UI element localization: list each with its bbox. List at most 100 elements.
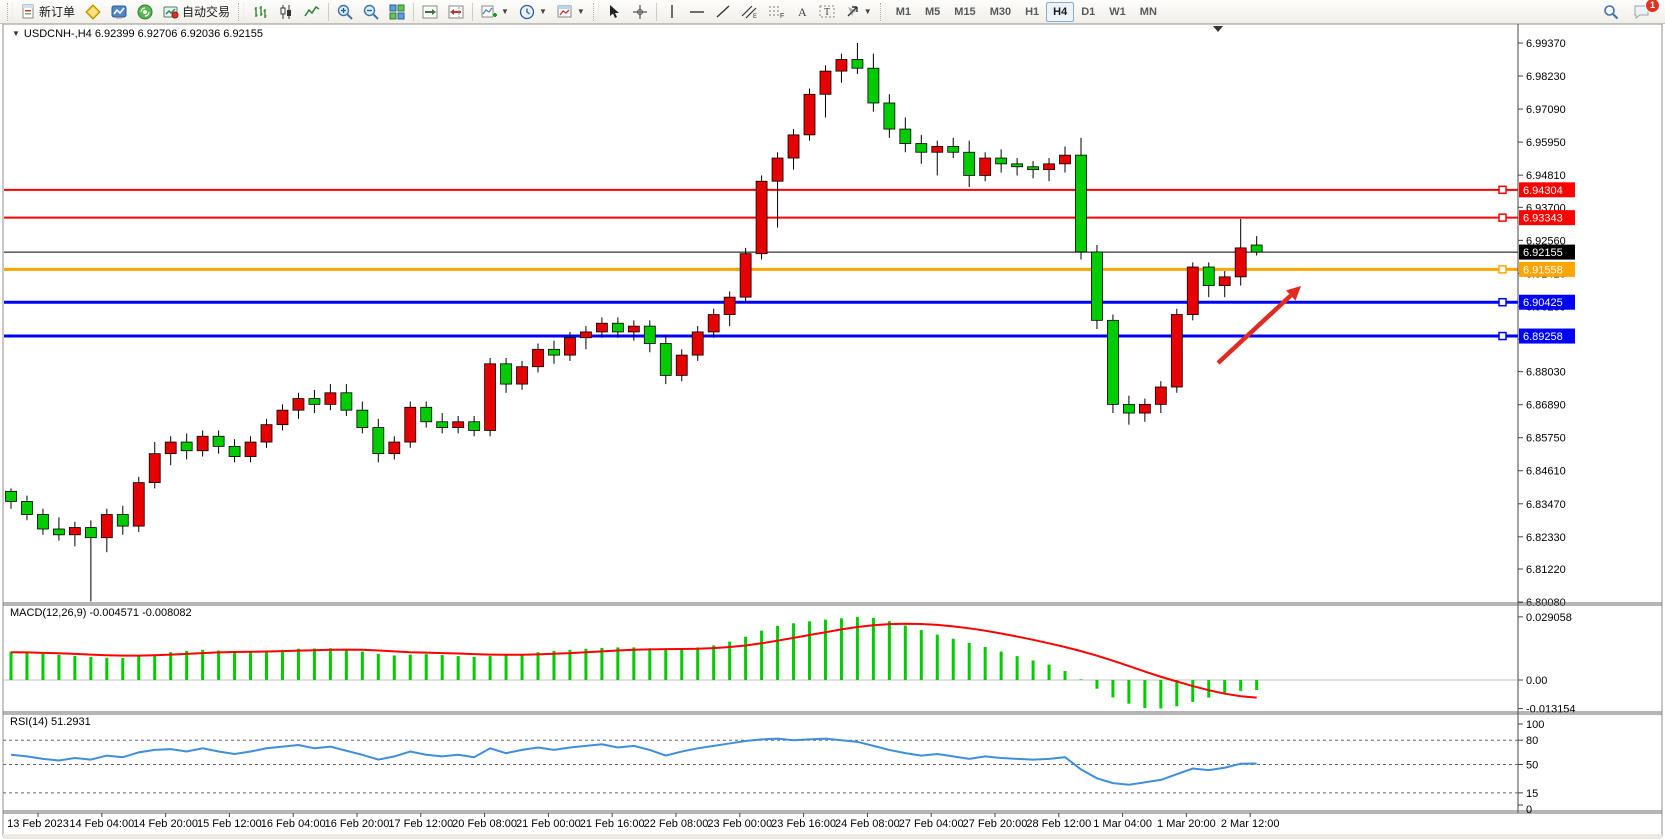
autotrading-button[interactable]: 自动交易 [158, 2, 235, 22]
bearish-candle [228, 446, 241, 457]
tab-timeframe-m15[interactable]: M15 [954, 5, 976, 18]
channel-tool-button[interactable]: E [736, 2, 763, 22]
auto-scroll-button[interactable] [417, 2, 443, 22]
tab-timeframe-m30[interactable]: M30 [989, 5, 1012, 18]
bearish-candle [37, 514, 49, 530]
line-price-badge: 6.93343 [1519, 210, 1575, 226]
tab-timeframe-d1[interactable]: D1 [1081, 5, 1096, 18]
bearish-candle [548, 348, 560, 356]
crosshair-tool-button[interactable] [627, 2, 653, 22]
vertical-line-tool-button[interactable] [660, 2, 684, 22]
arrow-annotation[interactable] [1216, 286, 1301, 365]
price-tick-label: 6.81220 [1526, 564, 1566, 576]
tab-timeframe-mn[interactable]: MN [1139, 5, 1157, 18]
tab-timeframe-h4[interactable]: H4 [1046, 1, 1075, 22]
bullish-candle [1059, 154, 1071, 165]
price-tick-label: 6.95950 [1526, 137, 1566, 149]
bullish-candle [164, 441, 177, 455]
bar-chart-button[interactable] [247, 2, 273, 22]
fibonacci-tool-button[interactable]: F [763, 2, 790, 22]
line-handle[interactable] [1498, 213, 1507, 222]
market-watch-button[interactable] [80, 2, 106, 22]
notifications-button[interactable]: 1 [1628, 0, 1660, 22]
bearish-candle [851, 59, 864, 69]
toolbar-grip[interactable] [7, 2, 13, 21]
time-axis-label: 23 Feb 00:00 [707, 818, 772, 830]
chart-shift-marker[interactable] [1213, 26, 1223, 32]
search-button[interactable] [1598, 2, 1624, 22]
bullish-candle [835, 59, 848, 72]
bullish-candle [404, 406, 417, 443]
line-handle[interactable] [1498, 297, 1507, 307]
bullish-candle [276, 409, 289, 426]
label-tool-button[interactable]: T [814, 2, 840, 22]
bearish-candle [53, 528, 65, 536]
line-price-badge: 6.91558 [1519, 261, 1575, 277]
periods-clock-icon [519, 4, 535, 19]
tab-timeframe-w1[interactable]: W1 [1109, 5, 1126, 18]
zoom-out-button[interactable] [358, 2, 384, 22]
signal-button[interactable] [132, 2, 158, 22]
chart-shift-button[interactable] [443, 2, 469, 22]
bearish-candle [84, 527, 97, 539]
line-chart-button[interactable] [299, 2, 325, 22]
bullish-candle [1186, 266, 1199, 315]
data-window-button[interactable] [106, 2, 132, 22]
line-handle[interactable] [1498, 185, 1507, 195]
line-handle[interactable] [1498, 265, 1507, 274]
bullish-candle [68, 527, 81, 536]
svg-text:A: A [798, 5, 807, 19]
trendline-tool-button[interactable] [710, 2, 736, 22]
bearish-candle [212, 435, 225, 447]
indicators-button[interactable]: ▼ [476, 2, 514, 22]
svg-text:T: T [824, 7, 830, 18]
tile-windows-button[interactable] [384, 2, 410, 22]
time-axis-label: 27 Feb 20:00 [963, 818, 1028, 830]
tab-timeframe-m5[interactable]: M5 [925, 5, 941, 18]
notification-count-badge: 1 [1645, 0, 1660, 13]
toolbar-grip[interactable] [592, 2, 599, 21]
bullish-candle [979, 157, 992, 176]
bullish-candle [771, 157, 784, 182]
toolbar-grip[interactable] [238, 2, 245, 21]
time-axis-label: 20 Feb 08:00 [452, 818, 517, 830]
bearish-candle [5, 490, 17, 502]
bearish-candle [21, 501, 33, 515]
templates-button[interactable]: ▼ [552, 2, 590, 22]
candlestick-chart-icon [280, 4, 292, 19]
cursor-tool-button[interactable] [602, 2, 627, 22]
price-tick-label: 6.97090 [1526, 104, 1566, 116]
price-tick-label: 6.86890 [1526, 400, 1566, 412]
chevron-down-icon: ▼ [863, 7, 872, 16]
line-price-badge: 6.89258 [1519, 328, 1575, 344]
line-price-badge: 6.90425 [1519, 294, 1575, 310]
svg-text:6.89258: 6.89258 [1523, 331, 1563, 343]
periods-button[interactable]: ▼ [514, 2, 552, 22]
arrows-tool-button[interactable]: ▼ [840, 2, 877, 22]
candlestick-chart-button[interactable] [273, 2, 299, 22]
zoom-in-button[interactable] [332, 2, 358, 22]
macd-signal-line [10, 622, 1257, 699]
macd-pane: 0.029058 0.00 -0.013154 [3, 612, 1576, 716]
tab-timeframe-h1[interactable]: H1 [1025, 5, 1040, 18]
new-order-button[interactable]: 新订单 [16, 2, 80, 22]
auto-scroll-icon [422, 5, 438, 18]
bullish-candle [595, 322, 608, 333]
horizontal-line-tool-button[interactable] [684, 2, 710, 22]
line-handle[interactable] [1498, 331, 1507, 341]
bullish-candle [739, 253, 752, 298]
text-tool-button[interactable]: A [790, 2, 814, 22]
data-window-icon [111, 5, 127, 18]
time-axis-label: 22 Feb 08:00 [644, 818, 709, 830]
chart-symbol-title[interactable]: ▼ USDCNH-,H4 6.92399 6.92706 6.92036 6.92… [12, 28, 264, 40]
tab-timeframe-m1[interactable]: M1 [895, 5, 911, 18]
autotrading-label: 自动交易 [182, 5, 231, 19]
bearish-candle [500, 363, 512, 385]
bearish-candle [356, 409, 369, 428]
bearish-candle [1250, 244, 1263, 253]
time-axis-label: 14 Feb 04:00 [69, 818, 134, 830]
toolbar-grip[interactable] [879, 2, 886, 21]
